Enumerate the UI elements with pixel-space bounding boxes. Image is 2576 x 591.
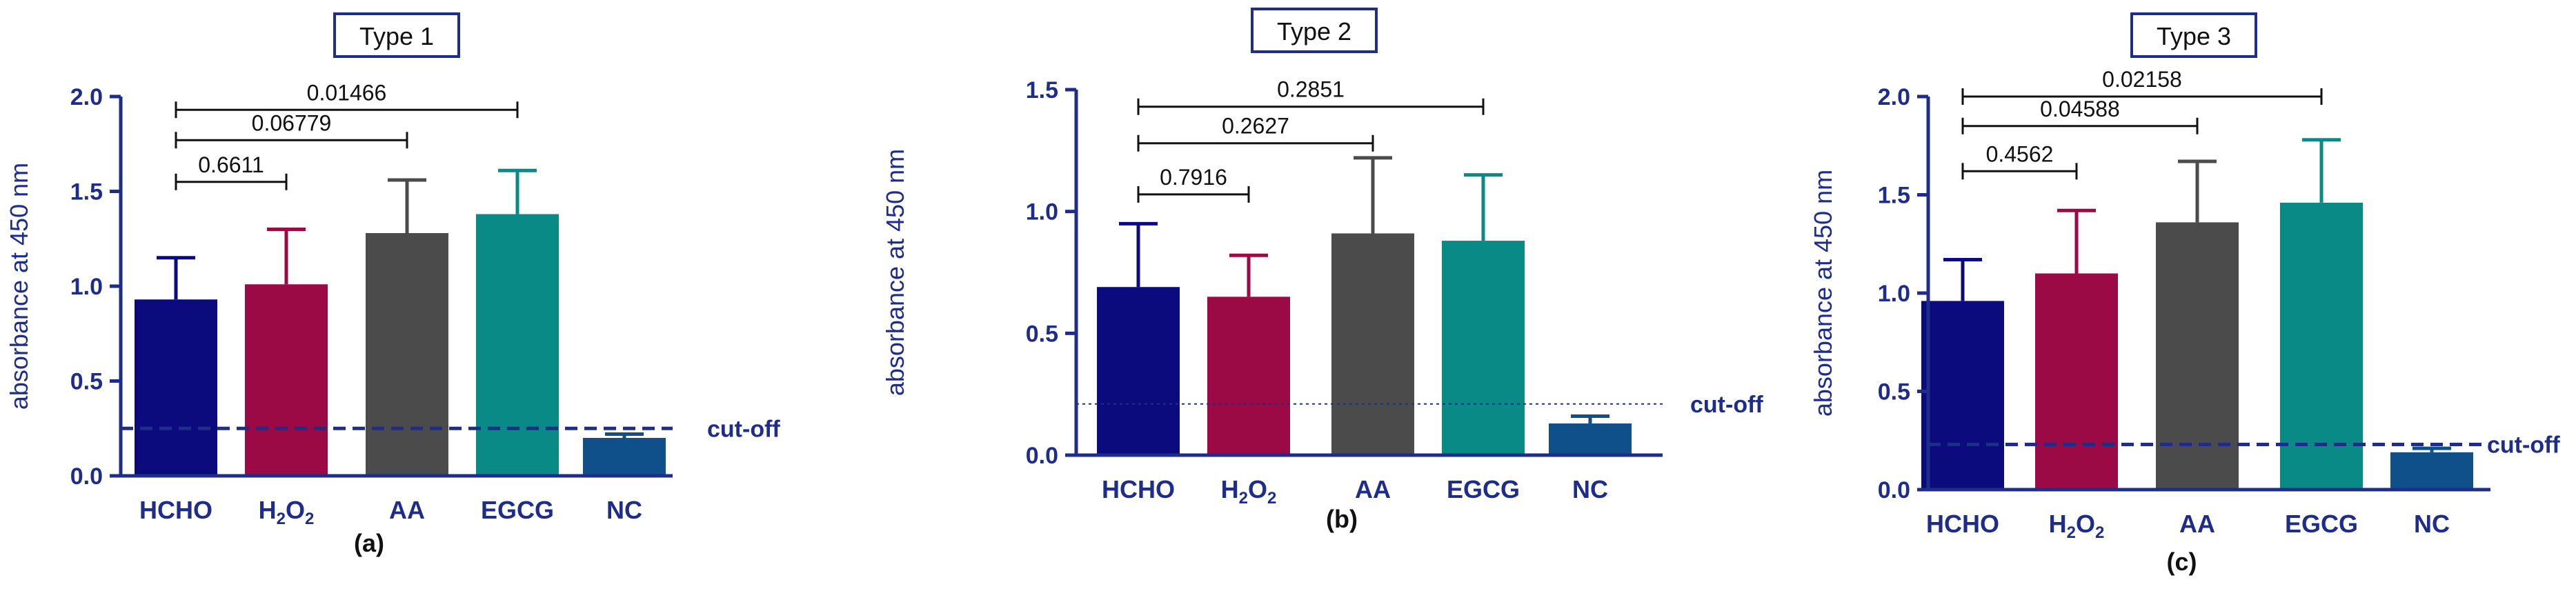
panel-label: (b) [1326,505,1358,533]
x-tick-label: EGCG [2285,510,2358,538]
y-tick-label: 2.0 [1878,84,1910,110]
y-tick-label: 0.5 [70,369,103,395]
bar-egcg [476,214,559,476]
y-tick-label: 0.5 [1878,379,1910,405]
bar-hcho [1921,301,2004,490]
bar-aa [366,233,448,476]
bar-egcg [1442,241,1525,455]
bar-hcho [135,299,217,476]
bar-aa [1331,233,1414,455]
y-tick-label: 1.5 [1026,77,1058,103]
p-value-label: 0.06779 [252,110,332,135]
title-box [333,12,460,58]
x-tick-label: HCHO [139,496,212,524]
y-tick-label: 0.0 [1026,443,1058,469]
panel-type-2: Type 2 absorbance at 450 nm cut-off 0.0 0.5 1… [881,8,1763,533]
panel-label: (c) [2167,548,2197,576]
panel-type-1: Type 1 absorbance at 450 nm cut-off 0.0 0.5 1… [5,12,780,557]
p-value-label: 0.6611 [198,152,264,177]
y-axis-label: absorbance at 450 nm [5,163,33,410]
chart-title: Type 1 [359,22,434,50]
x-tick-label: AA [2179,510,2215,538]
title-box [2130,12,2257,58]
p-value-label: 0.4562 [1986,141,2054,166]
bar-h2o2 [245,284,328,476]
bar-nc [2390,452,2473,490]
x-tick-label: NC [1572,475,1608,503]
cutoff-label: cut-off [2487,432,2560,458]
bar-egcg [2280,202,2363,490]
p-value-label: 0.02158 [2102,67,2182,92]
cutoff-label: cut-off [707,416,780,442]
y-axis-label: absorbance at 450 nm [1809,170,1837,417]
panel-label: (a) [354,529,384,557]
title-box [1251,8,1378,53]
y-axis-label: absorbance at 450 nm [881,149,909,396]
p-value-label: 0.2851 [1277,77,1345,102]
p-value-label: 0.01466 [307,80,387,105]
x-tick-label: NC [2414,510,2450,538]
y-tick-label: 1.0 [1878,281,1910,307]
bar-nc [583,438,666,476]
y-tick-label: 2.0 [70,84,103,110]
x-tick-label: AA [1355,475,1391,503]
y-tick-label: 1.0 [1026,199,1058,226]
bar-h2o2 [1207,297,1290,455]
x-tick-label: H2O2 [259,496,315,528]
p-value-label: 0.2627 [1222,114,1289,139]
bar-hcho [1097,287,1180,455]
cutoff-label: cut-off [1690,392,1763,418]
y-tick-label: 1.5 [1878,183,1910,209]
x-tick-label: HCHO [1102,475,1175,503]
x-tick-label: H2O2 [1221,475,1277,508]
y-tick-label: 1.0 [70,274,103,300]
chart-title: Type 2 [1277,17,1351,46]
y-tick-label: 0.0 [1878,477,1910,503]
panel-type-3: Type 3 absorbance at 450 nm cut-off 0.0 0.5 1… [1809,12,2560,576]
x-tick-label: EGCG [1447,475,1520,503]
bar-h2o2 [2035,273,2118,490]
y-tick-label: 0.0 [70,463,103,490]
bar-aa [2156,222,2239,490]
p-value-label: 0.04588 [2040,97,2120,121]
bar-nc [1549,423,1632,455]
x-tick-label: NC [606,496,642,524]
y-tick-label: 1.5 [70,179,103,206]
y-tick-label: 0.5 [1026,321,1058,347]
x-tick-label: H2O2 [2049,510,2105,542]
chart-title: Type 3 [2157,22,2231,50]
x-tick-label: EGCG [481,496,554,524]
x-tick-label: AA [389,496,425,524]
x-tick-label: HCHO [1926,510,1999,538]
p-value-label: 0.7916 [1160,165,1227,190]
